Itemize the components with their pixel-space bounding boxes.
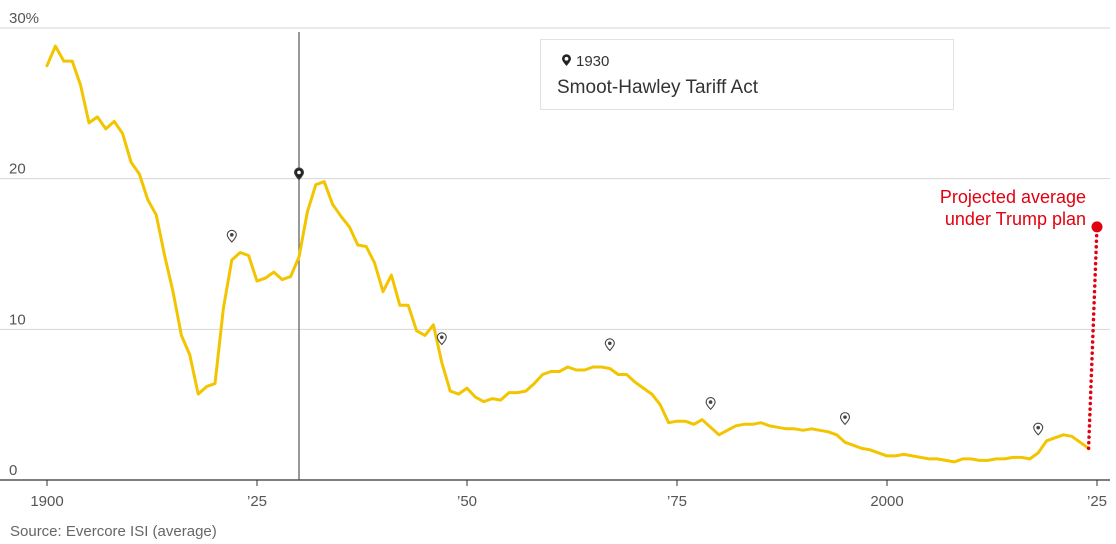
event-marker-icon[interactable] xyxy=(436,332,447,346)
event-marker-icon[interactable] xyxy=(705,397,716,411)
event-marker-icon[interactable] xyxy=(226,229,237,243)
projected-average-point xyxy=(1091,221,1103,233)
y-tick-label: 20 xyxy=(9,161,26,178)
location-pin-icon xyxy=(562,54,571,66)
tariff-rate-line xyxy=(45,44,1091,464)
tooltip-year-text: 1930 xyxy=(576,53,610,70)
event-marker-icon[interactable] xyxy=(293,167,305,181)
projection-label-line-2: under Trump plan xyxy=(944,209,1086,229)
projection-label: Projected average under Trump plan xyxy=(940,186,1086,230)
y-tick-label: 0 xyxy=(9,462,17,479)
gridlines xyxy=(0,27,1110,330)
x-tick-label: 1900 xyxy=(30,493,63,510)
x-axis-labels: 1900 ’25 ’50 ’75 2000 ’25 xyxy=(30,493,1107,510)
event-tooltip: 1930 Smoot-Hawley Tariff Act xyxy=(540,39,954,110)
x-tick-label: ’25 xyxy=(1087,493,1107,510)
x-axis xyxy=(0,479,1110,486)
event-marker-icon[interactable] xyxy=(839,412,851,426)
x-tick-label: 2000 xyxy=(870,493,903,510)
tooltip-year: 1930 xyxy=(561,53,609,70)
event-markers xyxy=(226,167,1044,436)
x-tick-label: ’25 xyxy=(247,493,267,510)
y-unit-label: 30% xyxy=(9,10,39,27)
y-axis-labels: 30% 20 10 0 xyxy=(9,10,39,479)
projection-dotted-line xyxy=(1086,225,1099,451)
source-note: Source: Evercore ISI (average) xyxy=(10,523,217,540)
event-marker-icon[interactable] xyxy=(604,338,615,352)
tooltip-event: Smoot-Hawley Tariff Act xyxy=(557,77,758,98)
event-marker-icon[interactable] xyxy=(1033,422,1044,436)
x-tick-label: ’50 xyxy=(457,493,477,510)
projection-label-line-1: Projected average xyxy=(939,187,1086,207)
x-tick-label: ’75 xyxy=(667,493,687,510)
y-tick-label: 10 xyxy=(9,311,26,328)
